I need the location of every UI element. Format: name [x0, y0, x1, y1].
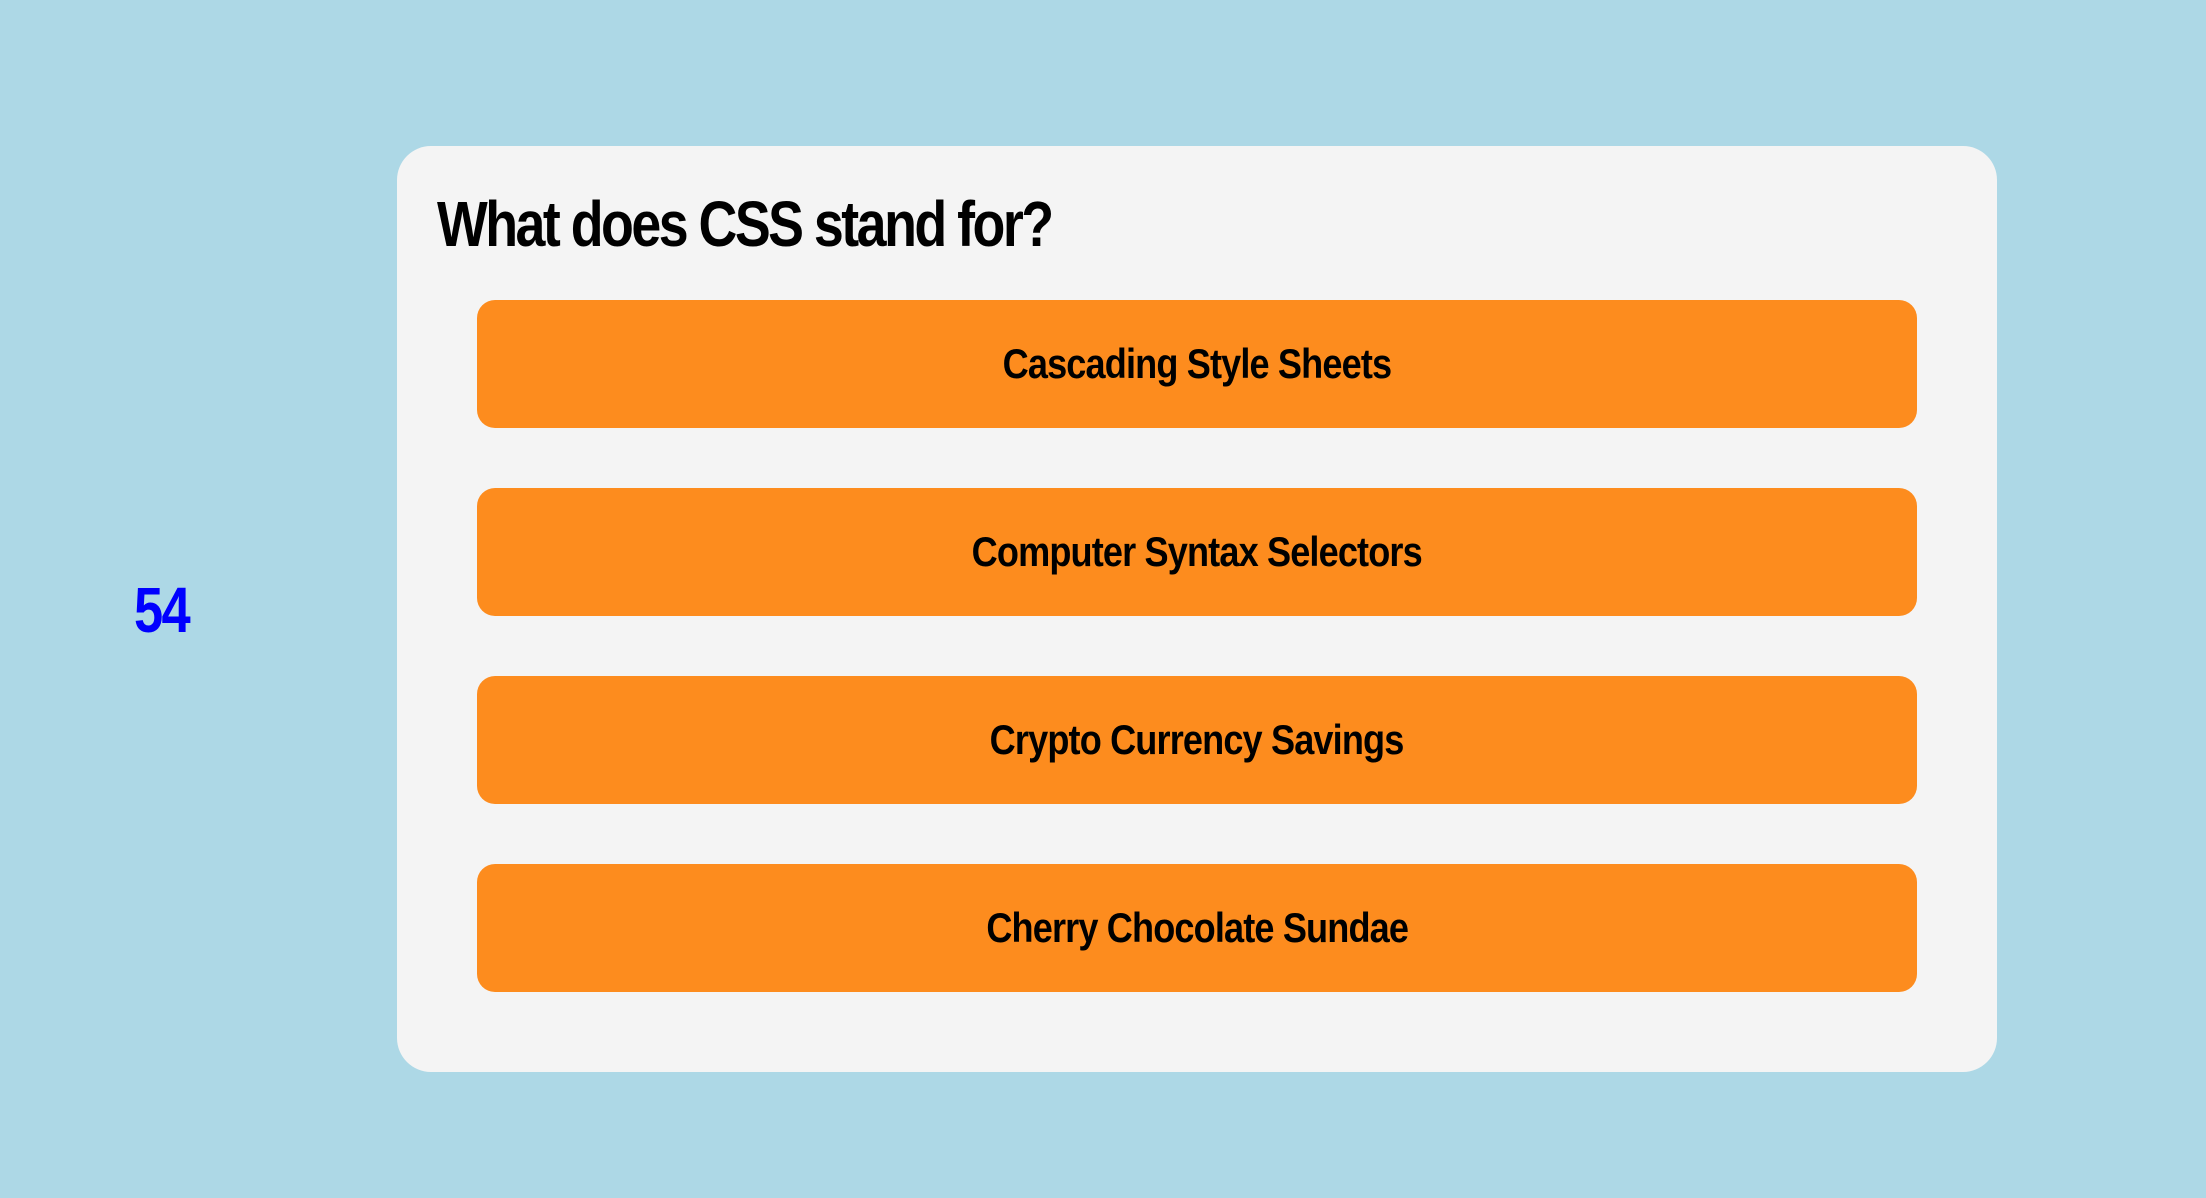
- answer-options: Cascading Style Sheets Computer Syntax S…: [477, 300, 1917, 1052]
- answer-option-label: Cherry Chocolate Sundae: [986, 904, 1409, 951]
- countdown-timer: 54: [134, 574, 191, 646]
- answer-option-label: Cascading Style Sheets: [1002, 340, 1392, 387]
- answer-option-1[interactable]: Cascading Style Sheets: [477, 300, 1917, 428]
- answer-option-label: Crypto Currency Savings: [990, 716, 1405, 763]
- answer-option-2[interactable]: Computer Syntax Selectors: [477, 488, 1917, 616]
- question-text: What does CSS stand for?: [437, 188, 1054, 260]
- answer-option-label: Computer Syntax Selectors: [971, 528, 1423, 575]
- answer-option-3[interactable]: Crypto Currency Savings: [477, 676, 1917, 804]
- quiz-card: What does CSS stand for? Cascading Style…: [397, 146, 1997, 1072]
- answer-option-4[interactable]: Cherry Chocolate Sundae: [477, 864, 1917, 992]
